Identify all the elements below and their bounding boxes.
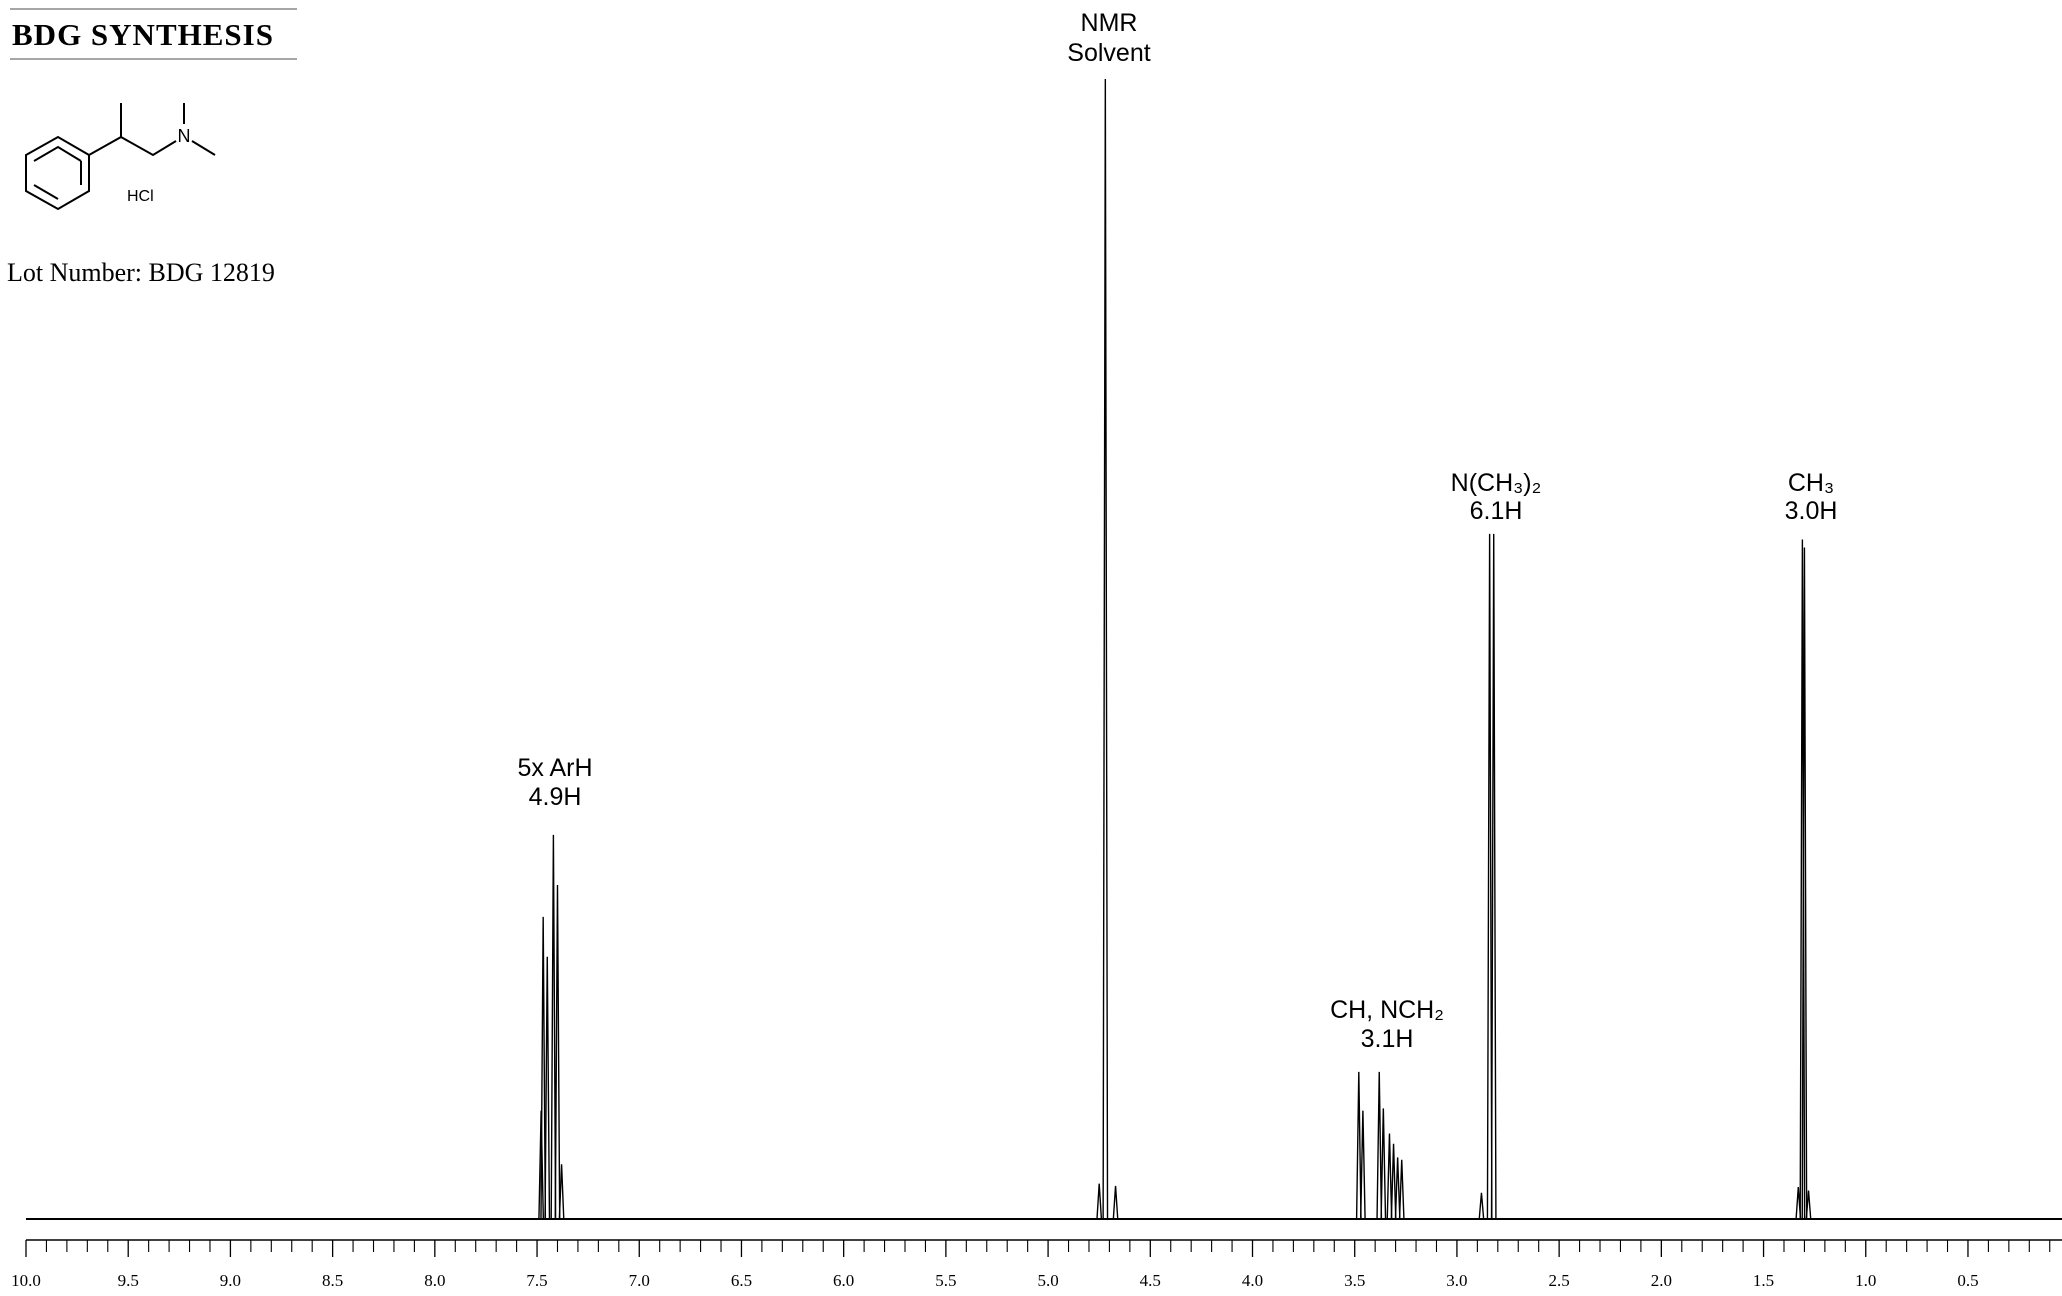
peak — [1112, 1185, 1119, 1220]
peak-annotation: 5x ArH — [517, 754, 592, 782]
x-tick-label: 1.0 — [1855, 1271, 1876, 1290]
x-tick-label: 4.0 — [1242, 1271, 1263, 1290]
x-tick-label: 10.0 — [11, 1271, 41, 1290]
peak-annotation: Solvent — [1067, 39, 1150, 67]
x-tick-label: 6.0 — [833, 1271, 854, 1290]
peak-annotation: 6.1H — [1470, 497, 1523, 525]
x-tick-label: 9.5 — [118, 1271, 139, 1290]
lot-number: Lot Number: BDG 12819 — [7, 258, 275, 287]
x-tick-label: 5.5 — [935, 1271, 956, 1290]
peak-annotation: 3.0H — [1785, 497, 1838, 525]
x-tick-label: 2.5 — [1549, 1271, 1570, 1290]
atom-label: N — [178, 126, 191, 146]
peak — [1386, 1133, 1393, 1220]
peak — [1390, 1143, 1397, 1220]
peak — [544, 956, 551, 1220]
x-tick-label: 5.0 — [1037, 1271, 1058, 1290]
structure — [25, 103, 216, 211]
x-tick-label: 2.0 — [1651, 1271, 1672, 1290]
x-tick-label: 7.0 — [629, 1271, 650, 1290]
x-tick-label: 4.5 — [1140, 1271, 1161, 1290]
peak-annotation: NMR — [1081, 9, 1138, 37]
peak — [1801, 547, 1808, 1220]
x-tick-label: 1.5 — [1753, 1271, 1774, 1290]
peak-annotation: N(CH₃)₂ — [1451, 469, 1542, 497]
peak — [554, 884, 561, 1220]
peak — [558, 1164, 565, 1220]
salt-label: HCl — [127, 188, 154, 205]
x-tick-label: 3.0 — [1446, 1271, 1467, 1290]
peak — [1355, 1071, 1362, 1220]
x-tick-label: 8.0 — [424, 1271, 445, 1290]
peak — [1805, 1190, 1812, 1220]
x-tick-label: 0.5 — [1957, 1271, 1978, 1290]
x-tick-label: 7.5 — [526, 1271, 547, 1290]
peak — [1096, 1183, 1103, 1220]
peak — [1799, 539, 1806, 1220]
peak — [1380, 1108, 1387, 1220]
x-tick-label: 6.5 — [731, 1271, 752, 1290]
peak — [1102, 78, 1109, 1220]
peak — [1376, 1071, 1383, 1220]
x-tick-label: 3.5 — [1344, 1271, 1365, 1290]
peak — [1398, 1159, 1405, 1220]
peak — [540, 916, 547, 1220]
peak-annotation: 3.1H — [1361, 1025, 1414, 1053]
bond — [88, 103, 122, 156]
brand-title: BDG SYNTHESIS — [12, 17, 274, 52]
peak — [1359, 1110, 1366, 1220]
bond — [191, 140, 216, 156]
peak — [1394, 1157, 1401, 1220]
peak — [550, 834, 557, 1220]
peak — [1490, 533, 1497, 1220]
peak — [1486, 533, 1493, 1220]
bond — [120, 136, 177, 157]
ring-bond — [33, 145, 82, 162]
peak-annotation: 4.9H — [529, 783, 582, 811]
peak — [1478, 1192, 1485, 1220]
benzene-ring — [25, 135, 90, 211]
peak-annotation: CH₃ — [1788, 469, 1834, 497]
x-tick-label: 8.5 — [322, 1271, 343, 1290]
x-tick-label: 9.0 — [220, 1271, 241, 1290]
ring-bond — [33, 184, 59, 200]
peak-annotation: CH, NCH₂ — [1330, 996, 1444, 1024]
